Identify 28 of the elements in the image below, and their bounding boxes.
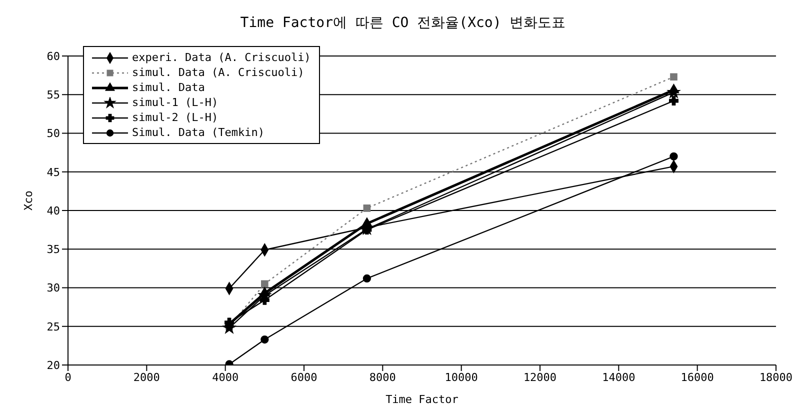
x-tick-label: 8000: [369, 370, 396, 384]
x-tick-label: 10000: [444, 370, 478, 384]
x-tick-label: 4000: [212, 370, 239, 384]
y-tick-label: 25: [46, 320, 60, 334]
legend-label: experi. Data (A. Criscuoli): [132, 50, 311, 65]
y-tick-label: 50: [46, 127, 60, 140]
x-tick-label: 6000: [290, 370, 318, 384]
y-tick-label: 20: [46, 358, 60, 372]
y-tick-label: 55: [46, 88, 60, 102]
y-tick-label: 30: [46, 282, 60, 295]
legend-label: simul-2 (L-H): [132, 110, 218, 125]
legend-label: simul. Data: [132, 80, 205, 95]
legend-label: simul-1 (L-H): [132, 95, 218, 110]
y-axis-title: Xco: [22, 190, 35, 210]
x-tick-label: 0: [64, 370, 72, 384]
x-tick-label: 18000: [759, 370, 793, 384]
y-tick-label: 45: [46, 166, 60, 179]
legend-label: simul. Data (A. Criscuoli): [132, 65, 304, 80]
legend-label: Simul. Data (Temkin): [132, 125, 264, 140]
x-tick-label: 12000: [523, 370, 557, 384]
y-tick-label: 40: [46, 204, 60, 218]
y-tick-label: 35: [46, 243, 60, 256]
x-tick-label: 2000: [133, 370, 160, 384]
x-axis-title: Time Factor: [386, 393, 459, 406]
y-tick-label: 60: [46, 50, 60, 63]
x-tick-label: 14000: [602, 370, 636, 384]
x-tick-label: 16000: [680, 370, 714, 384]
chart-title: Time Factor에 따른 CO 전화율(Xco) 변화도표: [239, 14, 567, 33]
